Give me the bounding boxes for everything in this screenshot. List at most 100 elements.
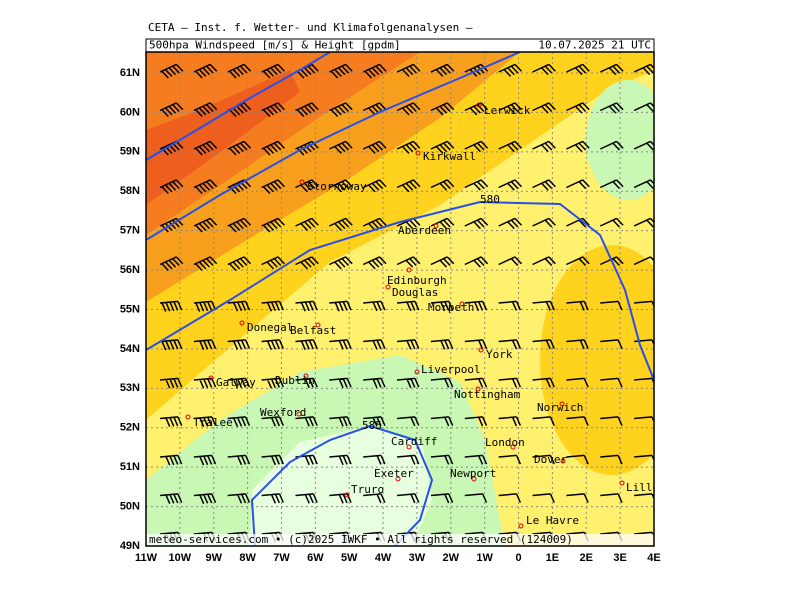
city-dot (560, 458, 566, 464)
wind-barb (498, 63, 523, 77)
wind-barb (532, 339, 555, 350)
city-dot (471, 476, 477, 482)
city-label: Tralee (193, 416, 233, 429)
wind-barb (261, 454, 284, 466)
wind-barb (227, 416, 251, 427)
wind-barb (295, 140, 319, 156)
wind-barb (532, 256, 556, 266)
city-label: Belfast (290, 324, 336, 337)
city-label: Exeter (374, 467, 414, 480)
contour-line (146, 200, 654, 381)
city-dot (185, 414, 191, 420)
wind-barb (363, 454, 386, 465)
wind-barb (464, 256, 489, 268)
city-label: Truro (351, 483, 384, 496)
wind-barb (566, 339, 589, 350)
wind-barb (193, 63, 218, 79)
wind-barb (532, 179, 556, 191)
wind-barb (498, 493, 522, 503)
wind-barb (430, 454, 454, 465)
city-label: Norwich (537, 401, 583, 414)
wind-barb (464, 140, 489, 153)
city-label: Newport (450, 467, 496, 480)
field-pale-green (250, 426, 432, 546)
lon-label: 0 (515, 552, 521, 564)
wind-barb (396, 63, 421, 77)
wind-barb (464, 454, 488, 465)
city-label: Dover (534, 453, 567, 466)
wind-barb (362, 102, 387, 116)
lon-label: 4W (375, 552, 392, 564)
city-dot (395, 476, 401, 482)
city-dot (510, 444, 516, 450)
wind-barb (193, 377, 217, 389)
wind-barb (464, 300, 488, 312)
wind-barb (498, 102, 523, 114)
lon-label: 2W (443, 552, 460, 564)
wind-barb (227, 179, 252, 195)
city-dot (239, 320, 245, 326)
wind-barb (430, 339, 454, 350)
city-dot (414, 369, 420, 375)
wind-barb (464, 339, 488, 350)
wind-barb (396, 256, 421, 268)
city-label: York (486, 348, 513, 361)
city-dot (475, 386, 481, 392)
wind-barb (599, 217, 624, 228)
wind-barb (193, 256, 218, 272)
wind-barb (566, 140, 590, 153)
wind-barb (600, 416, 623, 426)
wind-barb (599, 256, 624, 266)
wind-barb (362, 140, 387, 154)
wind-barb (430, 416, 454, 427)
wind-barb (430, 493, 454, 504)
wind-barb (329, 300, 352, 312)
wind-barb (261, 140, 285, 156)
wind-barb (396, 102, 421, 116)
wind-barb (397, 339, 420, 350)
wind-barb (159, 493, 183, 504)
wind-barb (193, 454, 217, 466)
wind-barb (362, 179, 387, 193)
wind-barb (430, 102, 455, 116)
wind-barb (159, 63, 184, 79)
wind-barb (532, 416, 555, 426)
map-area: 580 585 Lerwick Kirkwall Stornoway Aberdeen… (146, 52, 654, 546)
lat-label: 49N (120, 540, 140, 552)
wind-barb (261, 63, 285, 79)
wind-barb (566, 493, 589, 503)
footer: meteo-services.com • (c)2025 IWKF • All … (149, 533, 573, 546)
city-label: Cardiff (391, 435, 437, 448)
wind-barb (464, 416, 488, 427)
wind-barb (329, 339, 352, 350)
wind-barb (532, 63, 556, 76)
lat-label: 58N (120, 185, 140, 197)
city-dot (478, 347, 484, 353)
city-label: Le Havre (526, 514, 579, 527)
wind-barb (193, 339, 217, 350)
wind-barb (397, 454, 420, 465)
contour-line (250, 424, 434, 546)
wind-barb (295, 339, 318, 350)
wind-barb (566, 416, 589, 426)
wind-barb (397, 416, 420, 427)
wind-barb (430, 217, 455, 230)
wind-barb (227, 217, 252, 233)
city-label: Douglas (392, 286, 438, 299)
lon-label: 1E (546, 552, 559, 564)
wind-barb (600, 377, 623, 388)
wind-barb (600, 339, 623, 349)
wind-barb (498, 300, 522, 311)
wind-barb (193, 102, 218, 118)
lon-label: 11W (135, 552, 158, 564)
lon-label: 2E (580, 552, 593, 564)
wind-barb (566, 256, 590, 266)
lon-label: 4E (647, 552, 660, 564)
wind-barb (295, 217, 319, 231)
city-label: Kirkwall (423, 150, 476, 163)
wind-barb (159, 454, 183, 466)
wind-barb (295, 300, 318, 312)
lat-label: 55N (120, 303, 140, 315)
wind-barb (464, 217, 489, 230)
wind-barb (600, 300, 623, 311)
